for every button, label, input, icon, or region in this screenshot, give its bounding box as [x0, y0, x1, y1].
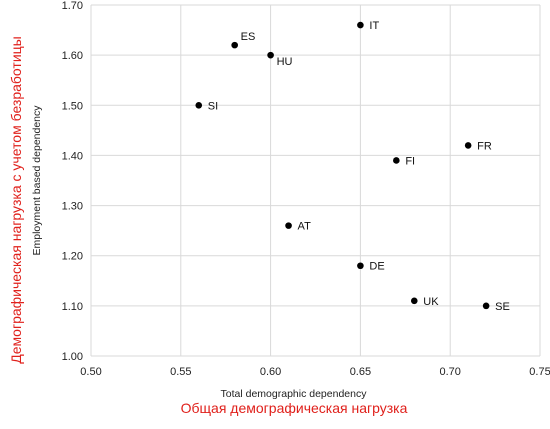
x-tick-label: 0.65 [350, 366, 371, 378]
grid-layer [90, 4, 541, 357]
data-point-fi [393, 157, 400, 164]
tick-label-layer: 1.00 1.10 1.20 1.30 1.40 1.50 1.60 1.70 0.50 0.55… [62, 0, 550, 378]
x-tick-label: 0.70 [439, 366, 460, 378]
point-label-se: SE [495, 301, 510, 313]
y-tick-label: 1.30 [62, 201, 83, 213]
point-label-si: SI [208, 100, 218, 112]
y-tick-label: 1.00 [62, 351, 83, 363]
y-axis-title: Employment based dependency [31, 105, 43, 256]
data-point-hu [267, 51, 274, 59]
data-point-si [195, 101, 203, 109]
point-label-fi: FI [405, 155, 415, 167]
point-label-it: IT [369, 20, 379, 32]
point-label-at: AT [298, 221, 312, 233]
data-point-uk [410, 297, 418, 305]
y-axis-title-overlay: Демографическая нагрузка с учетом безраб… [8, 36, 24, 363]
y-tick-label: 1.40 [62, 150, 83, 162]
point-label-uk: UK [423, 296, 439, 308]
data-point-es [231, 41, 238, 49]
y-tick-label: 1.20 [62, 251, 83, 263]
x-tick-label: 0.50 [80, 366, 101, 378]
point-label-es: ES [241, 31, 256, 43]
data-point-fr [464, 142, 472, 149]
data-point-de [357, 262, 364, 270]
x-tick-label: 0.75 [529, 366, 550, 378]
point-label-fr: FR [477, 140, 492, 152]
x-axis-title-overlay: Общая демографическая нагрузка [181, 400, 408, 416]
data-point-at [285, 222, 292, 229]
x-tick-label: 0.60 [260, 366, 281, 378]
data-point-se [482, 302, 490, 310]
data-point-it [357, 21, 364, 29]
y-tick-label: 1.60 [62, 50, 83, 62]
x-axis-title: Total demographic dependency [221, 388, 368, 400]
point-label-hu: HU [277, 56, 293, 68]
x-tick-label: 0.55 [170, 366, 191, 378]
y-tick-label: 1.50 [62, 100, 83, 112]
point-label-de: DE [369, 261, 384, 273]
y-tick-label: 1.70 [62, 0, 83, 12]
data-point-layer: IT ES HU SI FR FI AT DE UK SE [195, 20, 510, 313]
y-tick-label: 1.10 [62, 301, 83, 313]
